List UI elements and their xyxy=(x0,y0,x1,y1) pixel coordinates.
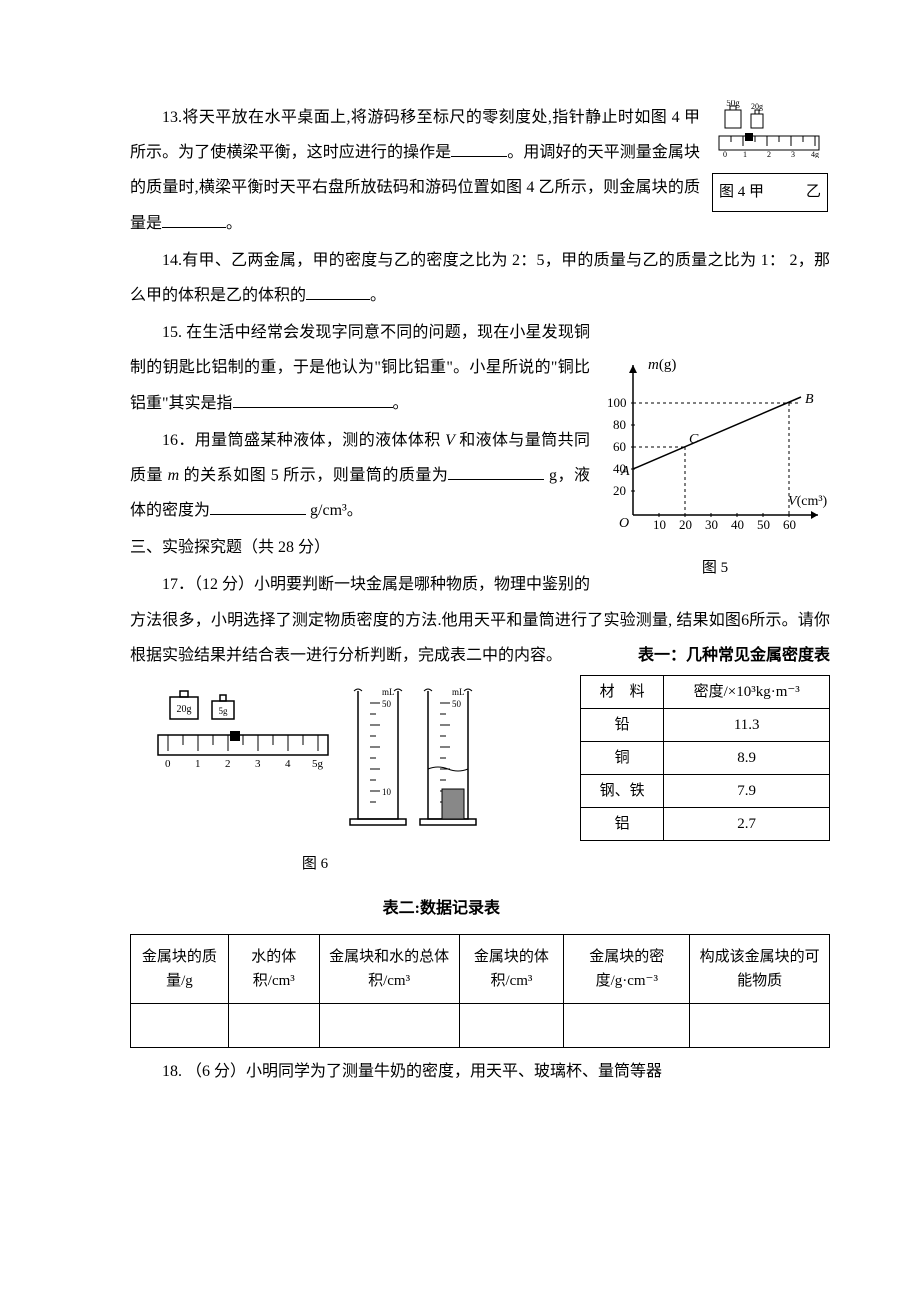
cell: 铅 xyxy=(581,709,664,742)
q16-v2: m xyxy=(168,467,180,484)
cell: 8.9 xyxy=(664,742,830,775)
q16-blank1 xyxy=(448,464,544,480)
svg-text:60: 60 xyxy=(783,517,796,532)
svg-text:m(g): m(g) xyxy=(648,357,676,373)
table-2-data-record: 金属块的质量/g 水的体积/cm³ 金属块和水的总体积/cm³ 金属块的体积/c… xyxy=(130,934,830,1048)
mass-volume-chart: m(g) V(cm³) O 20 40 60 80 100 10 20 30 4… xyxy=(603,355,828,535)
cell xyxy=(690,1004,830,1048)
t2h2: 金属块和水的总体积/cm³ xyxy=(319,935,459,1004)
q15-t2: 。 xyxy=(393,395,409,412)
table1-title: 表一：几种常见金属密度表 xyxy=(606,638,830,673)
svg-text:10: 10 xyxy=(382,787,392,797)
q18-text: 18. （6 分）小明同学为了测量牛奶的密度，用天平、玻璃杯、量筒等器 xyxy=(130,1054,830,1089)
figure-6: 20g 5g 0 1 2 3 4 5g xyxy=(150,679,480,926)
q15-blank1 xyxy=(233,392,393,408)
svg-text:V(cm³): V(cm³) xyxy=(788,494,828,509)
svg-text:20: 20 xyxy=(613,483,626,498)
svg-text:4g: 4g xyxy=(811,150,819,158)
table-row: 材 料 密度/×10³kg·m⁻³ xyxy=(581,676,830,709)
q16-blank2 xyxy=(210,499,306,515)
cell: 铜 xyxy=(581,742,664,775)
q18-t1: 18. （6 分）小明同学为了测量牛奶的密度，用天平、玻璃杯、量筒等器 xyxy=(162,1063,662,1080)
q14-text: 14.有甲、乙两金属，甲的密度与乙的密度之比为 2：5，甲的质量与乙的质量之比为… xyxy=(130,243,830,313)
svg-text:A: A xyxy=(620,464,630,479)
cell: 2.7 xyxy=(664,808,830,841)
svg-text:50: 50 xyxy=(452,699,462,709)
svg-text:50g: 50g xyxy=(726,100,740,108)
svg-text:mL: mL xyxy=(382,687,395,697)
t2h5: 构成该金属块的可能物质 xyxy=(690,935,830,1004)
balance-cylinder-svg: 20g 5g 0 1 2 3 4 5g xyxy=(150,679,480,839)
table1-h2: 密度/×10³kg·m⁻³ xyxy=(664,676,830,709)
table-row: 钢、铁7.9 xyxy=(581,775,830,808)
q14-t1: 14.有甲、乙两金属，甲的密度与乙的密度之比为 2：5，甲的质量与乙的质量之比为… xyxy=(130,252,830,304)
svg-text:100: 100 xyxy=(607,395,627,410)
fig6-caption: 图 6 xyxy=(150,848,480,881)
svg-text:3: 3 xyxy=(255,758,261,770)
svg-text:5g: 5g xyxy=(219,706,229,716)
table-1-densities: 材 料 密度/×10³kg·m⁻³ 铅11.3 铜8.9 钢、铁7.9 铝2.7 xyxy=(580,675,830,841)
table-row: 铝2.7 xyxy=(581,808,830,841)
svg-text:mL: mL xyxy=(452,687,465,697)
t2h1: 水的体积/cm³ xyxy=(228,935,319,1004)
svg-text:80: 80 xyxy=(613,417,626,432)
svg-text:2: 2 xyxy=(767,150,771,158)
svg-text:60: 60 xyxy=(613,439,626,454)
table-row: 金属块的质量/g 水的体积/cm³ 金属块和水的总体积/cm³ 金属块的体积/c… xyxy=(131,935,830,1004)
table-row: 铜8.9 xyxy=(581,742,830,775)
q13-t3: 。 xyxy=(226,215,242,232)
balance-weights-svg: 50g 20g 0 1 2 3 4g xyxy=(715,100,825,158)
cell: 铝 xyxy=(581,808,664,841)
svg-text:1: 1 xyxy=(743,150,747,158)
q13-blank2 xyxy=(162,212,226,228)
svg-text:4: 4 xyxy=(285,758,291,770)
svg-text:C: C xyxy=(689,432,699,447)
q14-t2: 。 xyxy=(370,287,386,304)
cell xyxy=(564,1004,690,1048)
svg-text:20g: 20g xyxy=(751,102,763,111)
svg-text:1: 1 xyxy=(195,758,201,770)
table1-h1: 材 料 xyxy=(581,676,664,709)
svg-text:3: 3 xyxy=(791,150,795,158)
cell xyxy=(228,1004,319,1048)
svg-text:40: 40 xyxy=(731,517,744,532)
cell: 7.9 xyxy=(664,775,830,808)
svg-text:20: 20 xyxy=(679,517,692,532)
svg-text:B: B xyxy=(805,392,814,407)
cell: 11.3 xyxy=(664,709,830,742)
q16-t3: 的关系如图 5 所示，则量筒的质量为 xyxy=(179,467,448,484)
fig4-caption-right: 乙 xyxy=(806,176,821,209)
svg-text:10: 10 xyxy=(653,517,666,532)
cell xyxy=(319,1004,459,1048)
figure-4: 50g 20g 0 1 2 3 4g 图 4 甲 xyxy=(710,100,830,212)
table-row: 铅11.3 xyxy=(581,709,830,742)
cell: 钢、铁 xyxy=(581,775,664,808)
q16-v1: V xyxy=(445,432,455,449)
svg-text:50: 50 xyxy=(757,517,770,532)
t2h4: 金属块的密度/g·cm⁻³ xyxy=(564,935,690,1004)
svg-text:O: O xyxy=(619,516,629,531)
q16-t5: g/cm³。 xyxy=(306,502,363,519)
figure-5: m(g) V(cm³) O 20 40 60 80 100 10 20 30 4… xyxy=(600,355,830,585)
svg-text:2: 2 xyxy=(225,758,231,770)
cell xyxy=(459,1004,564,1048)
fig4-caption-left: 图 4 甲 xyxy=(719,184,764,200)
t2h0: 金属块的质量/g xyxy=(131,935,229,1004)
cell xyxy=(131,1004,229,1048)
svg-text:5g: 5g xyxy=(312,758,324,770)
q16-t1: 16．用量筒盛某种液体，测的液体体积 xyxy=(162,432,445,449)
q14-blank1 xyxy=(306,284,370,300)
table-row xyxy=(131,1004,830,1048)
svg-text:0: 0 xyxy=(723,150,727,158)
table2-title: 表二:数据记录表 xyxy=(150,891,500,926)
svg-text:20g: 20g xyxy=(177,704,192,715)
t2h3: 金属块的体积/cm³ xyxy=(459,935,564,1004)
svg-text:30: 30 xyxy=(705,517,718,532)
fig5-caption: 图 5 xyxy=(600,552,830,585)
svg-text:0: 0 xyxy=(165,758,171,770)
svg-text:50: 50 xyxy=(382,699,392,709)
q13-blank1 xyxy=(451,141,507,157)
